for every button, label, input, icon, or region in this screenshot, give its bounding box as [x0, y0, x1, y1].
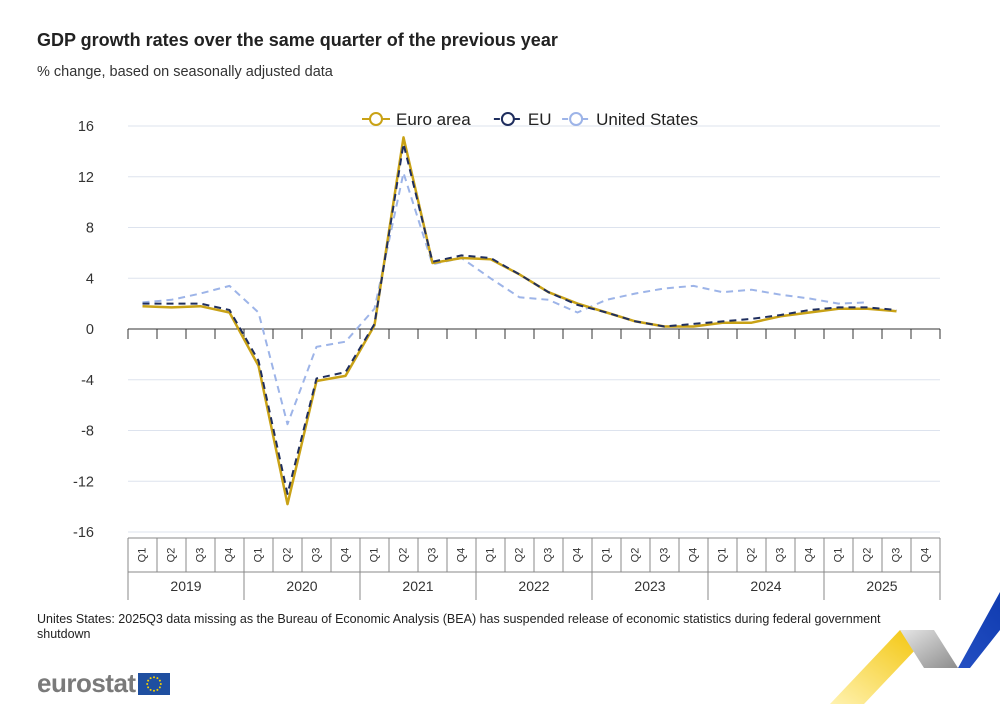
legend-label: United States: [596, 110, 698, 129]
x-quarter-label: Q4: [339, 548, 351, 563]
x-quarter-label: Q3: [542, 548, 554, 563]
x-quarter-label: Q2: [397, 548, 409, 563]
eurostat-logo: eurostat: [37, 668, 170, 699]
x-quarter-label: Q1: [484, 548, 496, 563]
chart-title: GDP growth rates over the same quarter o…: [37, 30, 558, 50]
x-quarter-label: Q3: [426, 548, 438, 563]
y-tick-label: -8: [81, 424, 94, 440]
x-quarter-label: Q1: [368, 548, 380, 563]
eu-flag-icon: [137, 672, 170, 695]
x-year-label: 2025: [866, 578, 897, 594]
eurostat-logo-text: eurostat: [37, 668, 136, 698]
x-quarter-label: Q1: [600, 548, 612, 563]
x-quarter-label: Q2: [861, 548, 873, 563]
x-quarter-label: Q4: [687, 548, 699, 563]
x-quarter-label: Q3: [890, 548, 902, 563]
y-tick-label: 4: [86, 271, 94, 287]
x-quarter-label: Q4: [571, 548, 583, 563]
y-tick-label: -16: [73, 525, 94, 541]
x-quarter-label: Q4: [223, 548, 235, 563]
x-quarter-label: Q2: [281, 548, 293, 563]
legend-marker: [369, 112, 383, 126]
x-quarter-label: Q1: [716, 548, 728, 563]
x-quarter-label: Q1: [136, 548, 148, 563]
legend-label: Euro area: [396, 110, 471, 129]
legend-label: EU: [528, 110, 552, 129]
y-tick-label: 8: [86, 221, 94, 237]
y-tick-label: -12: [73, 474, 94, 490]
x-year-label: 2024: [750, 578, 781, 594]
decorative-chevrons: [830, 592, 1000, 704]
x-quarter-label: Q2: [513, 548, 525, 563]
series-line-euro-area: [142, 136, 897, 506]
x-quarter-label: Q4: [455, 548, 467, 563]
x-quarter-label: Q2: [745, 548, 757, 563]
x-quarter-label: Q1: [832, 548, 844, 563]
chart-subtitle: % change, based on seasonally adjusted d…: [37, 64, 333, 80]
legend-marker: [500, 112, 515, 126]
y-tick-label: 16: [78, 119, 94, 135]
y-tick-label: 0: [86, 322, 94, 338]
x-quarter-label: Q3: [658, 548, 670, 563]
footnote: Unites States: 2025Q3 data missing as th…: [37, 612, 881, 641]
legend-marker: [569, 112, 584, 126]
x-quarter-label: Q3: [774, 548, 786, 563]
y-tick-label: 12: [78, 170, 94, 186]
x-quarter-label: Q3: [310, 548, 322, 563]
x-year-label: 2019: [170, 578, 201, 594]
gdp-line-chart: 16 12 8 4 0 -4 -8 -12 -16 Q1 Q2 Q3 Q4 Q1 Q2 Q3 Q4 Q1 Q2 Q3 Q…: [73, 110, 941, 600]
x-quarter-label: Q4: [803, 548, 815, 563]
x-year-label: 2023: [634, 578, 665, 594]
x-quarter-label: Q2: [165, 548, 177, 563]
x-quarter-label: Q4: [919, 548, 931, 563]
y-tick-label: -4: [81, 373, 94, 389]
series-line-us: [142, 171, 868, 426]
x-quarter-label: Q3: [194, 548, 206, 563]
x-year-label: 2022: [518, 578, 549, 594]
x-year-label: 2020: [286, 578, 317, 594]
x-quarter-label: Q1: [252, 548, 264, 563]
x-year-label: 2021: [402, 578, 433, 594]
series-line-eu: [142, 142, 897, 495]
x-quarter-label: Q2: [629, 548, 641, 563]
